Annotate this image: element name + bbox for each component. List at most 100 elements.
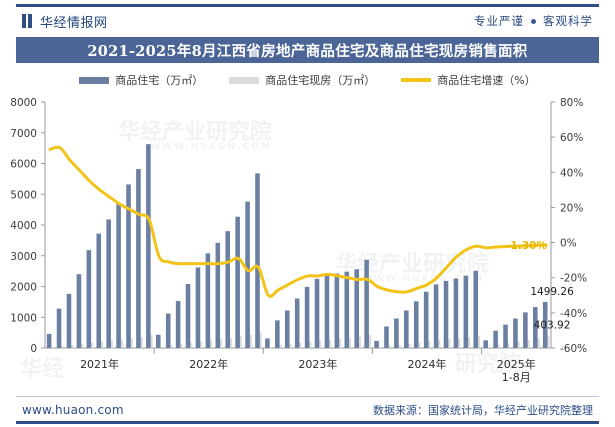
bar-commodity-housing: [155, 334, 161, 348]
bar-commodity-housing: [503, 324, 508, 348]
bar-commodity-housing: [413, 301, 419, 348]
bullet-dot-icon: [531, 18, 536, 24]
bar-commodity-housing: [66, 293, 72, 348]
x-axis-group-label: 2025年: [497, 357, 536, 371]
y-axis-tick-label: 4000: [10, 220, 37, 232]
bar-commodity-housing: [165, 313, 171, 348]
bar-commodity-housing: [126, 184, 131, 348]
x-axis-group-label: 2024年: [407, 357, 446, 371]
y2-axis-tick-label: 40%: [560, 167, 583, 179]
y2-axis-tick-label: 60%: [560, 132, 583, 144]
y-axis-tick-label: 5000: [10, 189, 37, 201]
bar-existing-housing: [118, 339, 123, 348]
bar-commodity-housing: [136, 169, 141, 348]
bar-commodity-housing: [473, 270, 479, 348]
bar-existing-housing: [535, 338, 540, 348]
brand-name: 华经情报网: [40, 15, 108, 31]
bar-commodity-housing: [294, 298, 300, 348]
legend-label: 商品住宅（万㎡）: [115, 74, 204, 87]
page-footer: www.huaon.com 数据来源：国家统计局，华经产业研究院整理: [0, 398, 615, 422]
y-axis-tick-label: 1000: [10, 312, 37, 324]
bar-commodity-housing: [354, 269, 359, 348]
y-axis-tick-label: 3000: [10, 251, 37, 263]
data-label-existing-housing: 403.92: [534, 320, 571, 332]
bar-commodity-housing: [324, 275, 330, 348]
x-axis-group-label: 2021年: [80, 357, 119, 371]
bar-commodity-housing: [265, 338, 270, 348]
x-axis-group-label: 2022年: [189, 357, 228, 371]
bar-commodity-housing: [542, 301, 548, 348]
legend-swatch-bar-icon: [79, 76, 110, 84]
bar-commodity-housing: [185, 284, 191, 348]
legend-swatch-bar-icon: [229, 76, 260, 84]
legend-label: 商品住宅增速（%）: [437, 74, 536, 87]
bottom-divider: [16, 421, 599, 424]
bar-commodity-housing: [304, 286, 310, 348]
x-axis-group-label: 2023年: [298, 357, 337, 371]
bar-existing-housing: [148, 334, 153, 348]
bar-commodity-housing: [245, 201, 250, 348]
x-axis-group-label: 1-8月: [502, 371, 531, 384]
bar-existing-housing: [525, 340, 530, 348]
bar-commodity-housing: [384, 326, 389, 348]
bar-commodity-housing: [364, 259, 369, 348]
bar-commodity-housing: [443, 280, 449, 348]
y-axis-tick-label: 6000: [10, 159, 37, 171]
line-growth-rate: [48, 145, 548, 298]
bars-logo-icon: [22, 14, 33, 28]
bar-existing-housing: [138, 336, 143, 348]
data-label-commodity-housing: 1499.26: [530, 286, 574, 298]
y-axis-tick-label: 8000: [10, 97, 37, 109]
bar-commodity-housing: [76, 274, 82, 348]
brand: 华经情报网: [22, 12, 108, 31]
bar-commodity-housing: [215, 242, 221, 348]
y-axis-tick-label: 2000: [10, 282, 37, 294]
y-axis-tick-label: 0: [30, 343, 37, 355]
plot-area: 华经产业研究院 WWW.HUAON.COM 华经产业研究院 WWW.HUAON.…: [0, 96, 615, 386]
chart-canvas: 0 1000 2000 3000 4000 5000 6000 7000 8000 -60% -40…: [10, 97, 587, 384]
legend-label: 商品住宅现房（万㎡）: [265, 74, 376, 87]
bar-commodity-housing: [463, 275, 469, 348]
bar-commodity-housing: [46, 333, 52, 348]
bar-commodity-housing: [404, 310, 409, 348]
y2-axis-tick-label: -20%: [560, 273, 587, 285]
y2-axis-tick-label: 80%: [560, 97, 583, 109]
y2-axis-tick-label: 20%: [560, 202, 583, 214]
legend-item-growth-rate[interactable]: 商品住宅增速（%）: [401, 72, 536, 88]
tagline-left: 专业严谨: [474, 14, 524, 28]
bar-commodity-housing: [116, 204, 121, 348]
bar-commodity-housing: [483, 340, 488, 348]
y2-axis-tick-label: -60%: [560, 343, 587, 355]
legend-swatch-line-icon: [401, 78, 432, 82]
bar-commodity-housing: [284, 310, 290, 348]
bar-existing-housing: [108, 340, 113, 348]
bar-commodity-housing: [175, 300, 181, 348]
bar-commodity-housing: [96, 233, 102, 348]
bar-commodity-housing: [275, 320, 280, 348]
tagline: 专业严谨 客观科学: [474, 13, 593, 29]
title-bar: 2021-2025年8月江西省房地产商品住宅及商品住宅现房销售面积: [16, 37, 599, 63]
bar-commodity-housing: [56, 308, 62, 348]
bar-existing-housing: [515, 341, 520, 348]
bar-commodity-housing: [334, 273, 340, 348]
legend-item-existing-housing[interactable]: 商品住宅现房（万㎡）: [229, 72, 375, 88]
bar-commodity-housing: [86, 250, 92, 348]
bar-commodity-housing: [255, 173, 260, 348]
bar-commodity-housing: [493, 330, 498, 348]
bar-commodity-housing: [235, 216, 240, 348]
y2-axis-tick-label: 0%: [560, 238, 577, 250]
bar-existing-housing: [545, 335, 550, 348]
site-url[interactable]: www.huaon.com: [22, 403, 124, 417]
data-label-growth-rate: -1.30%: [506, 240, 547, 252]
tagline-right: 客观科学: [543, 14, 593, 28]
bar-commodity-housing: [433, 284, 439, 348]
bar-commodity-housing: [314, 278, 320, 348]
bar-commodity-housing: [205, 253, 211, 348]
bar-commodity-housing: [523, 312, 528, 348]
bar-commodity-housing: [106, 219, 111, 348]
chart-legend: 商品住宅（万㎡） 商品住宅现房（万㎡） 商品住宅增速（%）: [16, 70, 599, 90]
bar-commodity-housing: [195, 267, 201, 348]
bar-commodity-housing: [146, 144, 151, 348]
footer-divider: [16, 396, 599, 397]
legend-item-commodity-housing[interactable]: 商品住宅（万㎡）: [79, 72, 203, 88]
